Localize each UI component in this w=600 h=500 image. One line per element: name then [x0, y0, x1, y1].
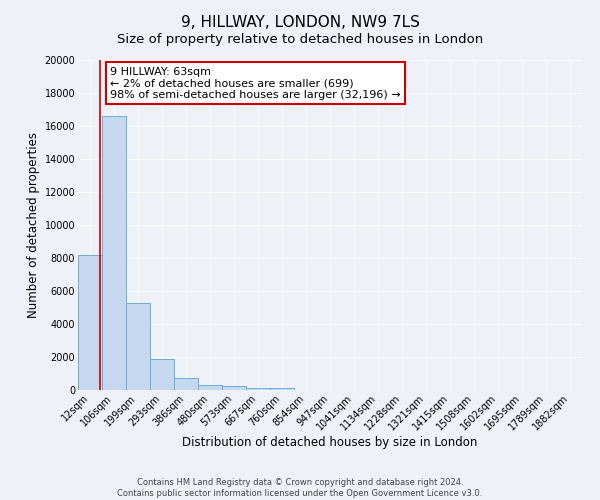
Bar [78, 254, 102, 390]
Text: 9, HILLWAY, LONDON, NW9 7LS: 9, HILLWAY, LONDON, NW9 7LS [181, 15, 419, 30]
Y-axis label: Number of detached properties: Number of detached properties [28, 132, 40, 318]
Text: Size of property relative to detached houses in London: Size of property relative to detached ho… [117, 32, 483, 46]
Bar [222, 386, 246, 390]
Text: 9 HILLWAY: 63sqm
← 2% of detached houses are smaller (699)
98% of semi-detached : 9 HILLWAY: 63sqm ← 2% of detached houses… [110, 66, 401, 100]
Bar [246, 388, 270, 390]
Bar [150, 360, 174, 390]
Bar [174, 378, 198, 390]
Bar [126, 302, 150, 390]
Bar [198, 385, 222, 390]
Text: Contains HM Land Registry data © Crown copyright and database right 2024.
Contai: Contains HM Land Registry data © Crown c… [118, 478, 482, 498]
X-axis label: Distribution of detached houses by size in London: Distribution of detached houses by size … [182, 436, 478, 449]
Bar [270, 388, 294, 390]
Bar [102, 116, 126, 390]
